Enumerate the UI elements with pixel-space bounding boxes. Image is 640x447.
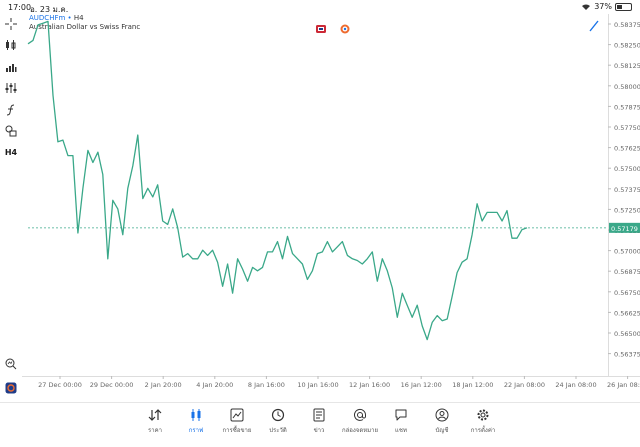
mailbox-icon	[354, 408, 367, 421]
news-icon	[313, 408, 325, 422]
chart-icon	[191, 409, 201, 421]
tab-label: ข่าว	[313, 427, 325, 434]
y-tick-label: 0.57000	[614, 248, 640, 256]
settings-icon	[477, 409, 489, 421]
symbol-description: Australian Dollar vs Swiss Franc	[29, 23, 141, 31]
au-flag-icon[interactable]	[316, 19, 326, 33]
settings-sliders-icon[interactable]	[4, 81, 18, 95]
tab-chart[interactable]: กราฟ	[174, 408, 218, 442]
x-tick-label: 18 Jan 12:00	[452, 381, 493, 389]
tab-news[interactable]: ข่าว	[297, 408, 341, 442]
y-tick-label: 0.56625	[614, 309, 640, 317]
y-tick-label: 0.58375	[614, 21, 640, 29]
search-zoom-icon[interactable]	[4, 357, 18, 371]
x-tick-label: 8 Jan 16:00	[248, 381, 285, 389]
battery-icon	[615, 2, 632, 11]
y-tick-label: 0.56375	[614, 351, 640, 359]
y-tick-label: 0.56875	[614, 268, 640, 276]
y-tick-label: 0.57500	[614, 165, 640, 173]
history-icon	[271, 408, 285, 422]
tab-mailbox[interactable]: กล่องจดหมาย	[338, 408, 382, 442]
function-icon[interactable]	[4, 103, 18, 117]
symbol-header[interactable]: AUDCHFm • H4 Australian Dollar vs Swiss …	[29, 14, 140, 32]
x-tick-label: 24 Jan 08:00	[555, 381, 596, 389]
bottom-tab-bar: ราคา กราฟ การซื้อขาย ประวัติ ข่าว กล่องจ…	[0, 402, 640, 447]
battery-percent: 37%	[594, 2, 612, 11]
y-tick-label: 0.57625	[614, 145, 640, 153]
tab-label: การตั้งค่า	[470, 427, 496, 434]
quotes-icon	[148, 409, 162, 421]
x-tick-label: 4 Jan 20:00	[196, 381, 233, 389]
symbol-separator: •	[67, 14, 72, 22]
tab-label: กราฟ	[188, 427, 204, 434]
tab-settings[interactable]: การตั้งค่า	[461, 408, 505, 442]
x-tick-label: 10 Jan 16:00	[297, 381, 338, 389]
y-tick-label: 0.57750	[614, 124, 640, 132]
y-tick-label: 0.57875	[614, 103, 640, 111]
status-time: 17:00	[8, 3, 32, 12]
x-tick-label: 27 Dec 00:00	[38, 381, 82, 389]
status-date: อ. 23 ม.ค.	[30, 5, 69, 14]
price-chart[interactable]: 0.58375 0.58250 0.58125 0.58000 0.57875 0.577…	[0, 0, 640, 402]
account-icon	[435, 408, 449, 422]
y-tick-label: 0.56750	[614, 289, 640, 297]
y-tick-label: 0.58125	[614, 62, 640, 70]
y-tick-label: 0.58250	[614, 42, 640, 50]
crosshair-icon[interactable]	[4, 17, 18, 31]
current-price-badge	[609, 222, 640, 233]
tab-label: แชท	[395, 427, 407, 434]
x-tick-label: 2 Jan 20:00	[145, 381, 182, 389]
status-bar: 17:00 อ. 23 ม.ค. 37%	[0, 0, 640, 14]
trade-icon	[230, 408, 244, 422]
tab-trade[interactable]: การซื้อขาย	[215, 408, 259, 442]
y-tick-label: 0.57250	[614, 206, 640, 214]
tab-label: ประวัติ	[269, 427, 287, 434]
y-tick-label: 0.56500	[614, 330, 640, 338]
wifi-icon	[582, 3, 591, 10]
tab-label: บัญชี	[435, 427, 449, 434]
shapes-icon[interactable]	[4, 124, 18, 138]
x-tick-label: 26 Jan 08:00	[607, 381, 640, 389]
status-right: 37%	[581, 2, 632, 11]
broker-logo-icon[interactable]	[4, 381, 18, 395]
left-toolbar: H4	[0, 14, 22, 396]
chat-icon	[395, 409, 407, 421]
x-tick-label: 12 Jan 16:00	[349, 381, 390, 389]
x-tick-label: 29 Dec 00:00	[90, 381, 134, 389]
y-tick-label: 0.58000	[614, 83, 640, 91]
x-tick-label: 22 Jan 08:00	[504, 381, 545, 389]
draw-line-icon[interactable]	[588, 19, 600, 33]
price-line	[27, 20, 528, 341]
x-tick-label: 16 Jan 12:00	[401, 381, 442, 389]
indicators-icon[interactable]	[4, 60, 18, 74]
symbol-name: AUDCHFm	[29, 14, 66, 22]
y-tick-label: 0.57375	[614, 186, 640, 194]
ch-flag-icon[interactable]	[340, 19, 350, 34]
timeframe-button[interactable]: H4	[4, 147, 18, 157]
current-price-label: 0.57179	[611, 225, 638, 233]
candlestick-icon[interactable]	[4, 38, 18, 52]
tab-label: การซื้อขาย	[222, 427, 252, 434]
symbol-timeframe: H4	[73, 14, 84, 22]
tab-label: กล่องจดหมาย	[341, 427, 379, 434]
tab-chat[interactable]: แชท	[379, 408, 423, 442]
tab-history[interactable]: ประวัติ	[256, 408, 300, 442]
tab-label: ราคา	[148, 427, 162, 434]
tab-quotes[interactable]: ราคา	[133, 408, 177, 442]
tab-account[interactable]: บัญชี	[420, 408, 464, 442]
